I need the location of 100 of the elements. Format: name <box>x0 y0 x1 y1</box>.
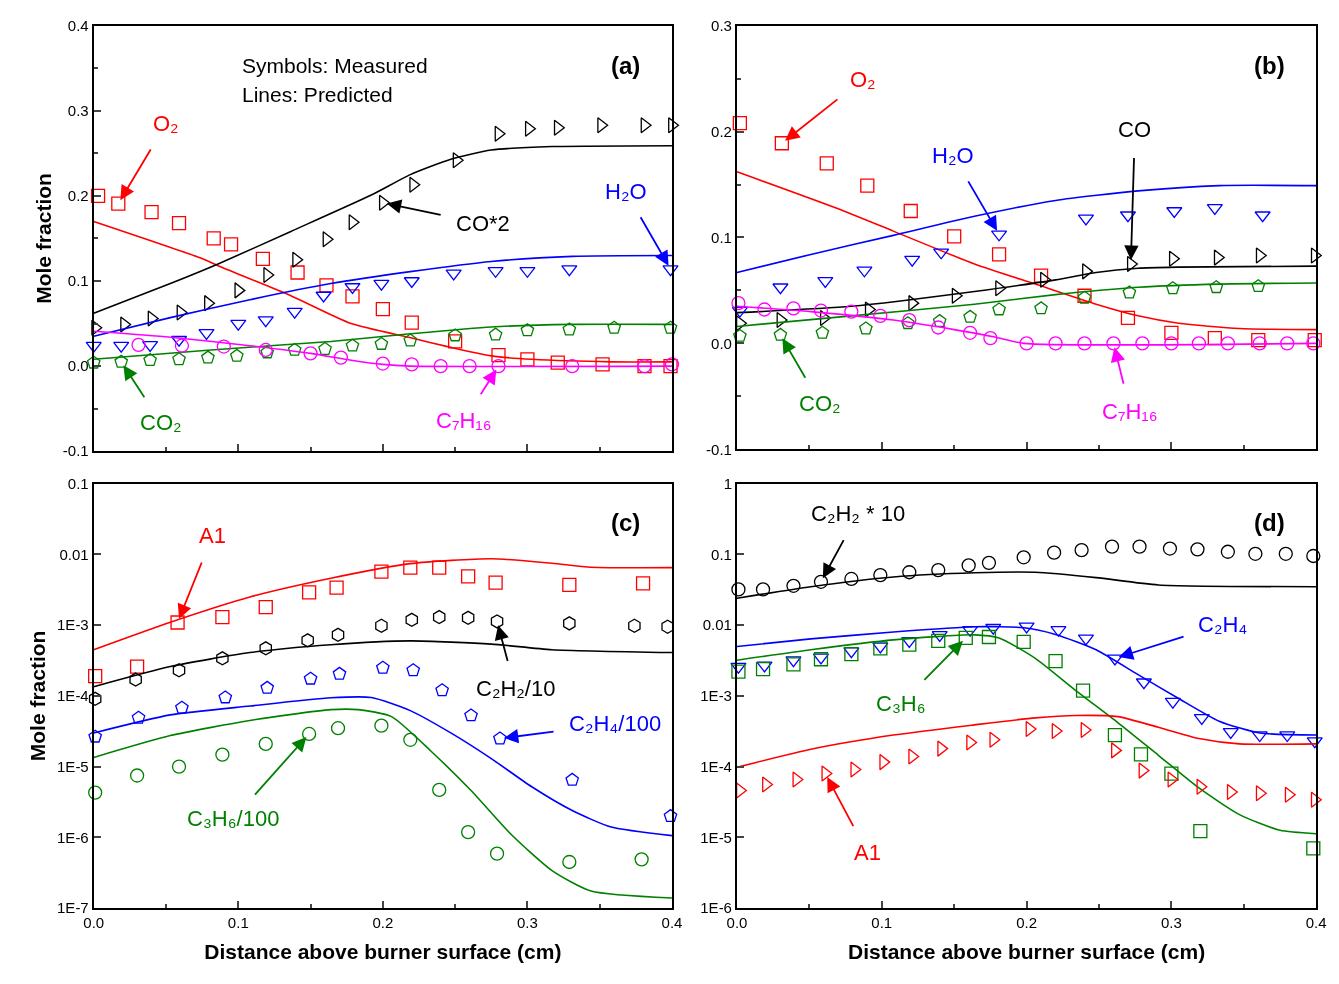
point <box>491 358 506 374</box>
point <box>1220 544 1236 559</box>
point <box>663 808 678 823</box>
point <box>813 303 829 318</box>
point <box>757 302 772 317</box>
point <box>1306 737 1323 749</box>
point <box>1167 771 1179 788</box>
point <box>850 761 862 778</box>
point <box>901 316 915 330</box>
x-tick-label: 0.4 <box>1305 914 1327 932</box>
text: (d) <box>1254 509 1285 536</box>
point <box>1209 280 1224 294</box>
point <box>992 302 1006 316</box>
point <box>966 734 978 751</box>
point <box>562 322 577 336</box>
point <box>172 663 186 678</box>
point <box>329 580 344 595</box>
point <box>1016 550 1031 565</box>
point <box>176 304 188 321</box>
point <box>216 651 229 666</box>
point <box>198 329 215 341</box>
point <box>201 350 215 364</box>
point <box>1255 247 1267 264</box>
point <box>1248 546 1263 561</box>
x-tick-label: 0.0 <box>83 914 105 932</box>
point <box>774 136 790 151</box>
point <box>1164 325 1179 340</box>
point <box>524 120 536 137</box>
point <box>488 575 503 590</box>
point <box>85 341 102 353</box>
point <box>90 188 106 204</box>
y-tick-label: 1E-6 <box>700 899 732 917</box>
point <box>491 347 506 363</box>
annotation: CO*2 <box>456 211 510 236</box>
point <box>461 824 476 840</box>
point <box>1280 336 1295 351</box>
annotation: Lines: Predicted <box>242 83 393 106</box>
annotation: A1 <box>199 523 226 548</box>
point <box>147 310 159 327</box>
point <box>374 564 389 579</box>
point <box>462 358 477 374</box>
point <box>520 352 535 367</box>
point <box>1133 747 1149 762</box>
point <box>1033 268 1049 283</box>
point <box>375 301 390 317</box>
point <box>301 726 317 742</box>
point <box>433 358 448 374</box>
point <box>1254 211 1271 223</box>
point <box>170 615 185 630</box>
point <box>995 280 1007 297</box>
point <box>258 736 273 752</box>
point <box>983 330 998 346</box>
point <box>120 316 132 333</box>
point <box>947 229 962 244</box>
y-tick-label: 1E-7 <box>57 899 89 917</box>
y-tick-label: 0.3 <box>67 102 89 120</box>
point <box>432 609 446 625</box>
point <box>330 721 346 736</box>
point <box>1018 622 1035 634</box>
y-tick-label: 1 <box>723 474 732 492</box>
y-axis-title: Mole fraction <box>31 173 55 304</box>
point <box>553 119 565 136</box>
point <box>378 194 390 211</box>
y-tick-label: 1E-6 <box>57 828 89 846</box>
point <box>301 633 314 648</box>
point <box>817 277 834 289</box>
point <box>1050 625 1067 637</box>
point <box>1164 766 1179 781</box>
point <box>731 582 746 597</box>
point <box>773 327 788 341</box>
x-axis-title: Distance above burner surface (cm) <box>204 939 562 963</box>
point <box>786 657 801 672</box>
point <box>493 731 507 745</box>
point <box>981 629 997 645</box>
point <box>88 691 102 706</box>
point <box>985 623 1002 635</box>
y-tick-label: 0.2 <box>67 187 89 205</box>
point <box>403 560 418 575</box>
point <box>755 661 771 677</box>
point <box>1106 336 1121 351</box>
point <box>332 666 347 680</box>
point <box>562 854 577 870</box>
point <box>634 852 649 867</box>
point <box>432 560 447 575</box>
point <box>131 710 146 724</box>
point <box>230 319 247 331</box>
y-tick-label: 0.0 <box>711 334 732 352</box>
point <box>1046 545 1062 560</box>
annotation: C₇H₁₆ <box>1102 399 1158 424</box>
annotation: C₂H₂/10 <box>476 676 556 701</box>
point <box>1082 263 1094 280</box>
point <box>640 117 652 134</box>
y-tick-label: 1E-4 <box>57 687 89 705</box>
point <box>461 610 475 625</box>
point <box>1306 841 1321 856</box>
x-tick-label: 0.4 <box>661 914 683 932</box>
point <box>730 662 747 674</box>
point <box>303 671 318 685</box>
point <box>860 178 875 193</box>
point <box>1164 336 1179 351</box>
